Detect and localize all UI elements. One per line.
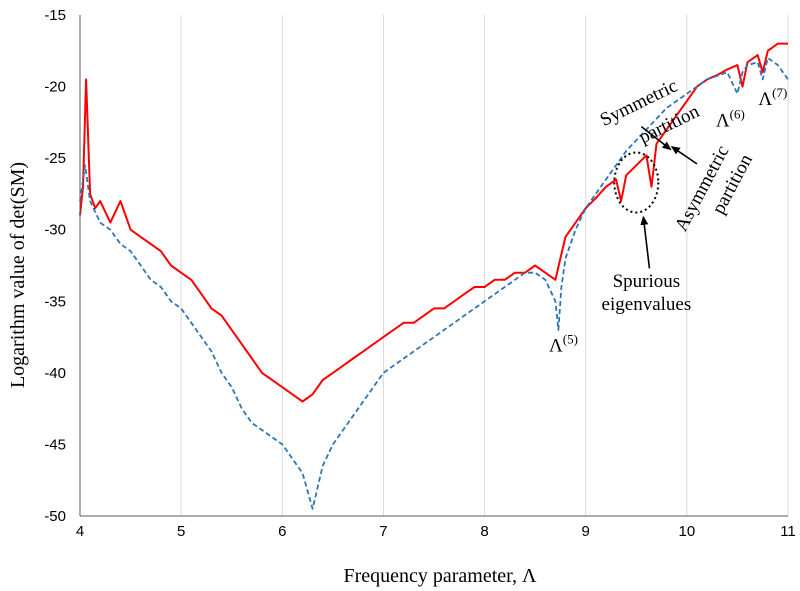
series-line-symmetric [79,57,789,510]
x-tick-label: 9 [582,523,590,540]
y-tick-label: -45 [44,436,66,453]
spurious-ellipse [613,151,660,214]
y-tick-label: -15 [44,7,66,24]
lambda-label: Λ(7) [758,85,787,110]
y-tick-label: -20 [44,79,66,96]
series-line-asymmetric [79,42,788,403]
lambda-label: Λ(6) [716,107,745,132]
spurious-arrow [640,215,651,269]
y-axis-title: Logarithm value of det(SM) [7,162,29,388]
x-tick-label: 6 [278,523,286,540]
x-tick-label: 10 [679,523,696,540]
y-tick-label: -50 [44,508,66,525]
x-tick-label: 8 [480,523,488,540]
asymmetric-arrow [670,146,698,165]
axes [79,15,788,517]
symmetric-arrow [640,126,672,151]
series-group [79,42,789,510]
y-tick-label: -25 [44,150,66,167]
y-tick-label: -30 [44,222,66,239]
annotation-text: eigenvalues [602,294,692,315]
annotation-text: Spurious [613,271,681,292]
x-axis-title: Frequency parameter, Λ [343,565,537,587]
tick-labels: 4 5 6 7 8 9 10 11 -15 -20 -25 -30 -35 -40 -45 -50 [44,7,795,540]
y-tick-label: -40 [44,365,66,382]
x-tick-label: 7 [379,523,387,540]
x-tick-label: 5 [177,523,185,540]
lambda-label: Λ(5) [549,331,578,356]
vertical-gridlines [180,15,789,516]
y-tick-label: -35 [44,293,66,310]
annotations: SymmetricpartitionAsymmetricpartitionSpu… [549,75,787,356]
x-tick-label: 4 [76,523,84,540]
x-tick-label: 11 [780,523,796,540]
